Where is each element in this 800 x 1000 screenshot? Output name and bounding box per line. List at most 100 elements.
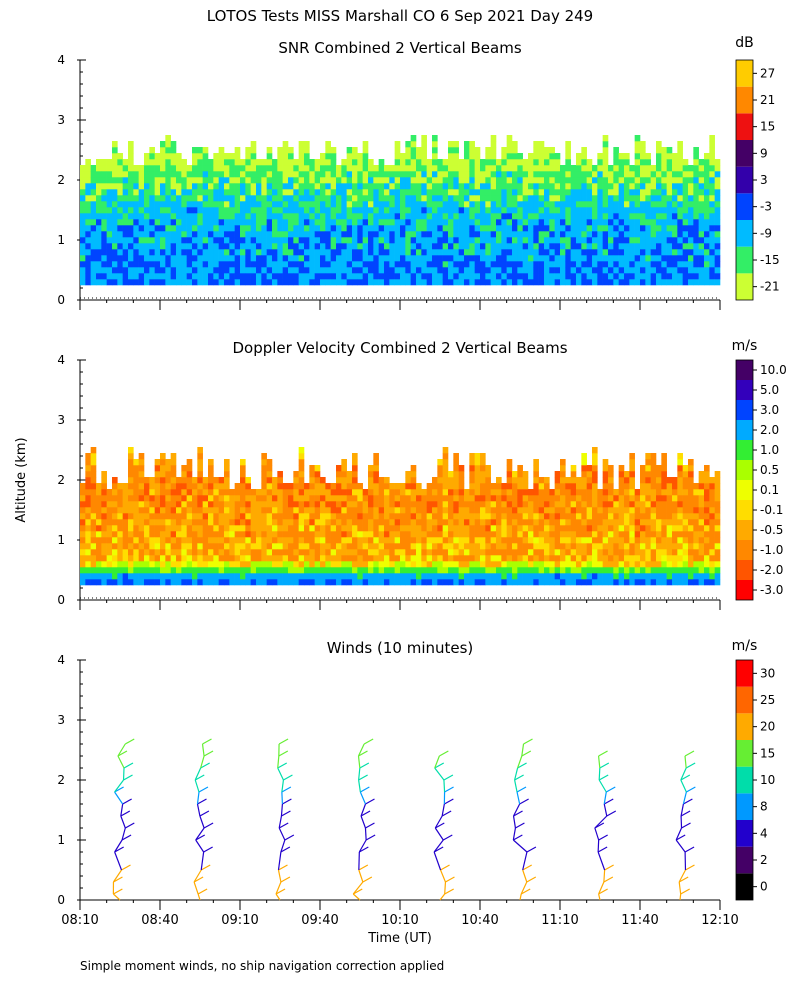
heatmap-cell <box>336 207 342 214</box>
heatmap-cell <box>464 501 470 508</box>
heatmap-cell <box>522 507 529 514</box>
heatmap-cell <box>197 477 203 484</box>
heatmap-cell <box>245 567 251 574</box>
heatmap-cell <box>144 153 150 160</box>
heatmap-cell <box>549 501 555 508</box>
heatmap-cell <box>560 573 566 580</box>
heatmap-cell <box>341 579 347 586</box>
heatmap-cell <box>192 153 198 160</box>
heatmap-cell <box>469 561 475 568</box>
heatmap-cell <box>410 165 417 172</box>
heatmap-cell <box>133 477 139 484</box>
heatmap-cell <box>586 549 593 556</box>
heatmap-cell <box>416 147 422 154</box>
heatmap-cell <box>704 177 710 184</box>
heatmap-cell <box>581 495 587 502</box>
heatmap-cell <box>224 579 230 586</box>
heatmap-cell <box>538 507 545 514</box>
heatmap-cell <box>602 579 609 586</box>
heatmap-cell <box>325 189 331 196</box>
heatmap-cell <box>85 249 91 256</box>
heatmap-cell <box>250 507 257 514</box>
heatmap-cell <box>250 525 257 532</box>
heatmap-cell <box>522 183 529 190</box>
heatmap-cell <box>394 531 401 538</box>
heatmap-cell <box>346 573 353 580</box>
heatmap-cell <box>698 225 705 232</box>
heatmap-cell <box>362 549 369 556</box>
heatmap-cell <box>490 135 497 142</box>
heatmap-cell <box>586 177 593 184</box>
heatmap-cell <box>448 183 454 190</box>
heatmap-cell <box>85 513 91 520</box>
heatmap-cell <box>565 171 571 178</box>
heatmap-cell <box>90 549 97 556</box>
heatmap-cell <box>560 255 566 262</box>
heatmap-cell <box>581 537 587 544</box>
heatmap-cell <box>512 231 518 238</box>
heatmap-cell <box>682 201 689 208</box>
heatmap-cell <box>640 525 646 532</box>
heatmap-cell <box>293 549 299 556</box>
heatmap-cell <box>656 561 662 568</box>
heatmap-cell <box>629 237 635 244</box>
heatmap-cell <box>490 537 497 544</box>
heatmap-cell <box>688 195 694 202</box>
heatmap-cell <box>245 237 251 244</box>
heatmap-cell <box>608 465 614 472</box>
heatmap-cell <box>250 579 257 586</box>
heatmap-cell <box>154 561 161 568</box>
heatmap-cell <box>416 555 422 562</box>
heatmap-cell <box>464 519 470 526</box>
heatmap-cell <box>373 213 379 220</box>
heatmap-cell <box>506 561 513 568</box>
heatmap-cell <box>138 231 145 238</box>
heatmap-cell <box>464 141 470 148</box>
heatmap-cell <box>320 183 326 190</box>
heatmap-cell <box>224 477 230 484</box>
heatmap-cell <box>208 543 214 550</box>
heatmap-cell <box>298 525 305 532</box>
heatmap-cell <box>672 519 678 526</box>
heatmap-cell <box>426 525 433 532</box>
heatmap-cell <box>554 219 561 226</box>
heatmap-cell <box>501 147 507 154</box>
heatmap-cell <box>352 453 358 460</box>
heatmap-cell <box>448 165 454 172</box>
heatmap-cell <box>341 459 347 466</box>
heatmap-cell <box>645 543 651 550</box>
heatmap-cell <box>149 171 155 178</box>
heatmap-cell <box>528 159 534 166</box>
heatmap-cell <box>330 501 337 508</box>
heatmap-cell <box>602 513 609 520</box>
heatmap-cell <box>394 171 401 178</box>
heatmap-cell <box>288 573 294 580</box>
heatmap-cell <box>378 213 385 220</box>
heatmap-cell <box>192 243 198 250</box>
heatmap-cell <box>128 459 134 466</box>
heatmap-cell <box>565 531 571 538</box>
heatmap-cell <box>522 177 529 184</box>
heatmap-cell <box>634 159 641 166</box>
heatmap-cell <box>362 201 369 208</box>
heatmap-cell <box>437 207 443 214</box>
heatmap-cell <box>373 561 379 568</box>
heatmap-cell <box>336 543 342 550</box>
heatmap-cell <box>661 237 667 244</box>
heatmap-cell <box>410 489 417 496</box>
heatmap-cell <box>341 555 347 562</box>
heatmap-cell <box>346 537 353 544</box>
heatmap-cell <box>714 201 721 208</box>
heatmap-cell <box>138 267 145 274</box>
heatmap-cell <box>229 207 235 214</box>
heatmap-cell <box>618 261 625 268</box>
heatmap-cell <box>202 171 209 178</box>
heatmap-cell <box>208 537 214 544</box>
heatmap-cell <box>469 489 475 496</box>
heatmap-cell <box>421 225 427 232</box>
heatmap-cell <box>640 471 646 478</box>
heatmap-cell <box>357 573 363 580</box>
heatmap-cell <box>480 195 486 202</box>
colorbar-swatch <box>736 246 753 274</box>
heatmap-cell <box>581 561 587 568</box>
